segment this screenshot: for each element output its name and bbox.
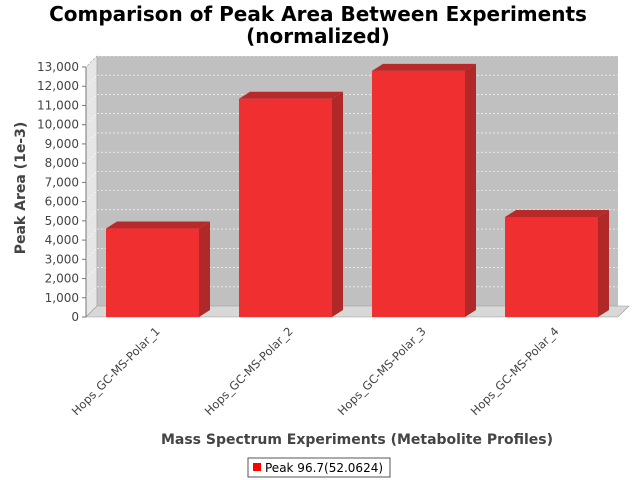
plot-left-wall	[85, 55, 98, 318]
y-tick-label: 13,000	[37, 60, 79, 74]
x-tick-label: Hops_GC-MS-Polar_1	[69, 324, 163, 418]
y-tick-label: 9,000	[45, 137, 79, 151]
y-tick-label: 5,000	[45, 214, 79, 228]
bar-top	[106, 221, 210, 229]
bar-front	[239, 98, 332, 317]
bar-top	[505, 210, 609, 217]
bar-side	[332, 91, 343, 317]
gridline-diagonal	[85, 94, 98, 106]
bar-side	[465, 63, 476, 317]
bar-side	[598, 210, 609, 317]
x-tick-label: Hops_GC-MS-Polar_3	[335, 324, 429, 418]
gridline-diagonal	[85, 151, 98, 164]
bar	[372, 63, 476, 317]
gridline-diagonal	[85, 248, 98, 260]
chart-subtitle: (normalized)	[246, 24, 390, 48]
y-tick-label: 1,000	[45, 291, 79, 305]
legend-entry: Peak 96.7(52.0624)	[265, 461, 383, 475]
bar-front	[505, 217, 598, 317]
gridline-diagonal	[85, 132, 98, 145]
y-tick-label: 12,000	[37, 79, 79, 93]
y-tick-label: 2,000	[45, 272, 79, 286]
x-tick-label: Hops_GC-MS-Polar_4	[468, 324, 562, 418]
gridline-diagonal	[85, 267, 98, 279]
x-axis-label: Mass Spectrum Experiments (Metabolite Pr…	[161, 432, 553, 448]
y-tick-label: 7,000	[45, 175, 79, 189]
bar-front	[106, 228, 199, 317]
y-tick-label: 3,000	[45, 252, 79, 266]
y-tick-label: 0	[71, 310, 79, 324]
bar-top	[239, 91, 343, 99]
gridline-diagonal	[85, 113, 98, 125]
bar-top	[372, 63, 476, 71]
gridline-diagonal	[85, 75, 98, 87]
gridline-diagonal	[85, 228, 98, 241]
y-tick-label: 6,000	[45, 195, 79, 209]
chart-title: Comparison of Peak Area Between Experime…	[49, 2, 587, 26]
bar	[505, 210, 609, 317]
legend-box	[247, 457, 391, 478]
bars	[106, 63, 609, 317]
y-tick-label: 8,000	[45, 156, 79, 170]
gridline-diagonal	[85, 190, 98, 202]
legend: Peak 96.7(52.0624)	[247, 457, 391, 478]
bar	[239, 91, 343, 317]
bar-side	[199, 221, 210, 317]
gridline-diagonal	[85, 171, 98, 183]
legend-swatch	[253, 463, 261, 471]
gridline-diagonal	[85, 286, 98, 298]
y-tick-label: 4,000	[45, 233, 79, 247]
y-axis: 0 1,000 2,000 3,000 4,000 5,000 6,000 7,000 8,00…	[37, 60, 87, 324]
bar	[106, 221, 210, 317]
gridline-diagonal	[85, 209, 98, 222]
y-tick-label: 10,000	[37, 118, 79, 132]
bar-front	[372, 70, 465, 317]
y-axis-label: Peak Area (1e-3)	[13, 122, 29, 255]
x-tick-label: Hops_GC-MS-Polar_2	[202, 324, 296, 418]
x-axis: Hops_GC-MS-Polar_1 Hops_GC-MS-Polar_2 Hops…	[69, 324, 562, 418]
gridline-diagonal	[85, 55, 98, 68]
y-tick-label: 11,000	[37, 98, 79, 112]
